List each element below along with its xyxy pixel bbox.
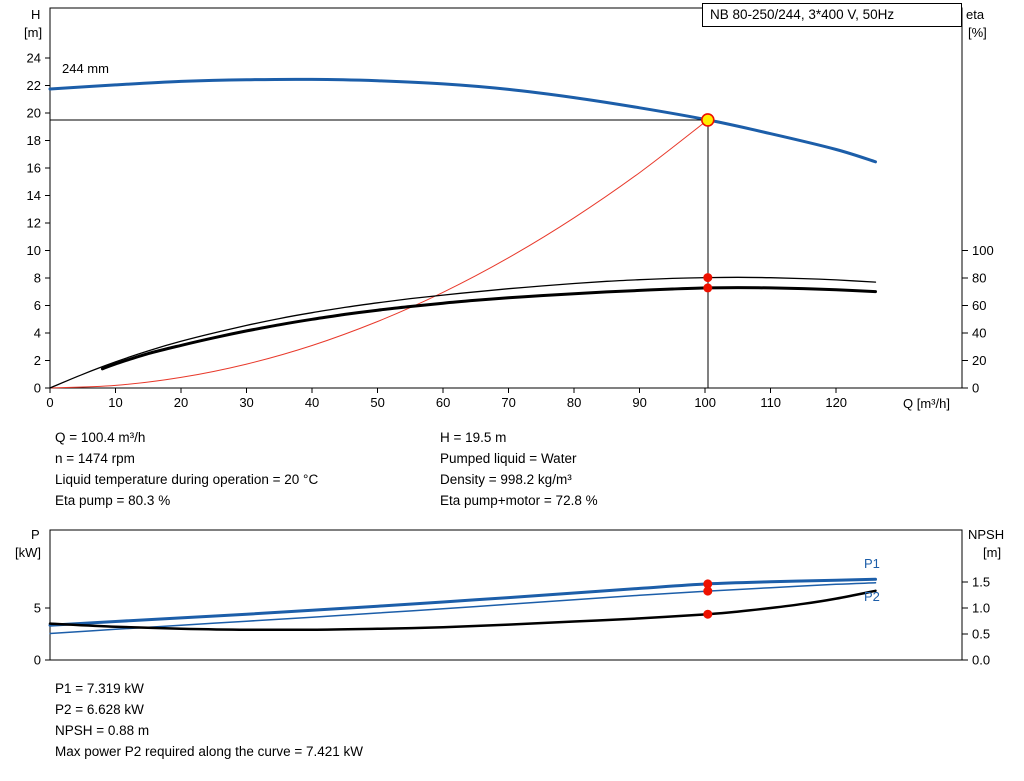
info-eta-pump-motor: Eta pump+motor = 72.8 %: [440, 493, 598, 508]
p-axis-label: P: [31, 527, 40, 542]
y-right-tick-label: 80: [972, 271, 986, 286]
p2-point: [703, 586, 713, 596]
y-left-tick-label: 10: [27, 243, 41, 258]
npsh-axis-label: NPSH: [968, 527, 1005, 542]
x-tick-label: 40: [305, 395, 319, 410]
y-left-tick-label: 2: [34, 353, 41, 368]
eta-pump-point: [703, 273, 713, 283]
x-tick-label: 120: [825, 395, 847, 410]
eta-axis-label: eta: [966, 7, 985, 22]
npsh-point: [703, 609, 713, 619]
hq-eta-chart-frame: [49, 7, 963, 389]
x-tick-label: 70: [501, 395, 515, 410]
x-tick-label: 60: [436, 395, 450, 410]
p1-curve-label: P1: [864, 556, 880, 571]
info-p1: P1 = 7.319 kW: [55, 681, 144, 696]
info-liquid-temp: Liquid temperature during operation = 20…: [55, 472, 319, 487]
info-q: Q = 100.4 m³/h: [55, 430, 146, 445]
y-left-tick-label: 5: [34, 601, 41, 616]
x-tick-label: 90: [632, 395, 646, 410]
h-axis-label: H: [31, 7, 41, 22]
y-left-tick-label: 18: [27, 133, 41, 148]
info-max-power: Max power P2 required along the curve = …: [55, 744, 364, 759]
power-npsh-chart-frame: [49, 529, 963, 661]
info-npsh: NPSH = 0.88 m: [55, 723, 150, 738]
y-left-tick-label: 20: [27, 106, 41, 121]
eta-pump-motor-point: [703, 283, 713, 293]
y-left-tick-label: 4: [34, 326, 41, 341]
x-tick-label: 20: [174, 395, 188, 410]
y-left-tick-label: 12: [27, 216, 41, 231]
p-axis-unit: [kW]: [15, 545, 41, 560]
npsh-curve: [48, 589, 877, 632]
x-tick-label: 100: [694, 395, 716, 410]
y-right-tick-label: 1.0: [972, 601, 990, 616]
p2-curve-label: P2: [864, 589, 880, 604]
x-tick-label: 50: [370, 395, 384, 410]
y-left-tick-label: 8: [34, 271, 41, 286]
eta-pump-motor-curve: [100, 286, 877, 371]
p2-curve: [49, 582, 877, 635]
y-left-tick-label: 24: [27, 51, 41, 66]
y-left-tick-label: 14: [27, 188, 41, 203]
y-left-tick-label: 6: [34, 298, 41, 313]
q-axis-label: Q [m³/h]: [903, 396, 950, 411]
pump-model-title: NB 80-250/244, 3*400 V, 50Hz: [702, 3, 962, 27]
info-eta-pump: Eta pump = 80.3 %: [55, 493, 171, 508]
p1-point: [703, 579, 713, 589]
y-right-tick-label: 60: [972, 298, 986, 313]
p1-curve: [48, 577, 877, 627]
y-left-tick-label: 16: [27, 161, 41, 176]
y-right-tick-label: 40: [972, 326, 986, 341]
y-right-tick-label: 0.0: [972, 653, 990, 668]
y-left-tick-label: 0: [34, 653, 41, 668]
h-axis-unit: [m]: [24, 25, 43, 40]
x-tick-label: 80: [567, 395, 581, 410]
info-h: H = 19.5 m: [440, 430, 507, 445]
eta-pump-curve: [49, 276, 877, 389]
x-tick-label: 0: [46, 395, 53, 410]
y-left-tick-label: 0: [34, 381, 41, 396]
impeller-diameter-label: 244 mm: [62, 61, 109, 76]
eta-axis-unit: [%]: [968, 25, 987, 40]
info-pumped-liquid: Pumped liquid = Water: [440, 451, 577, 466]
x-tick-label: 110: [760, 395, 781, 410]
y-right-tick-label: 0.5: [972, 627, 990, 642]
info-p2: P2 = 6.628 kW: [55, 702, 144, 717]
info-speed: n = 1474 rpm: [55, 451, 135, 466]
x-tick-label: 10: [108, 395, 122, 410]
system-curve: [49, 119, 709, 389]
y-right-tick-label: 100: [972, 243, 994, 258]
x-tick-label: 30: [239, 395, 253, 410]
head-curve: [48, 77, 877, 164]
info-density: Density = 998.2 kg/m³: [440, 472, 572, 487]
y-left-tick-label: 22: [27, 78, 41, 93]
y-right-tick-label: 0: [972, 381, 979, 396]
npsh-axis-unit: [m]: [983, 545, 1002, 560]
y-right-tick-label: 20: [972, 353, 986, 368]
duty-point: [700, 113, 715, 127]
y-right-tick-label: 1.5: [972, 575, 990, 590]
